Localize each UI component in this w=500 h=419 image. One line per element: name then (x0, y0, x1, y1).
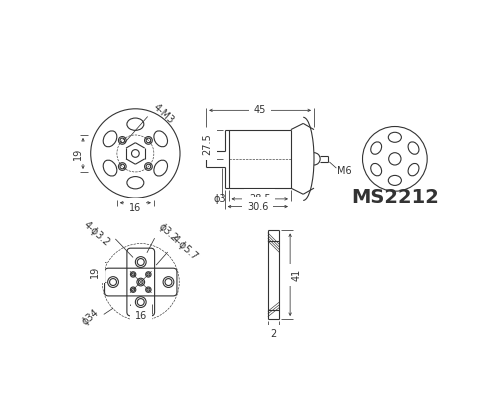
Text: 4-ϕ5.7: 4-ϕ5.7 (170, 234, 200, 262)
Text: 4-M3: 4-M3 (151, 101, 176, 125)
Text: 4-ϕ3.2: 4-ϕ3.2 (82, 220, 112, 248)
Text: 16: 16 (129, 203, 141, 213)
Text: M6: M6 (337, 166, 351, 176)
Text: MS2212: MS2212 (351, 188, 439, 207)
Text: 19: 19 (72, 147, 83, 160)
Text: 27.5: 27.5 (202, 133, 212, 155)
Text: ϕ3: ϕ3 (214, 194, 226, 204)
Text: 2: 2 (270, 329, 276, 339)
Text: 45: 45 (254, 105, 266, 115)
Text: ϕ3.2: ϕ3.2 (156, 222, 179, 244)
Text: 28.5: 28.5 (249, 194, 270, 204)
Text: 30.6: 30.6 (247, 202, 268, 212)
Text: 41: 41 (292, 269, 302, 281)
Text: ϕ34: ϕ34 (80, 308, 100, 327)
Text: 19: 19 (90, 266, 101, 278)
Text: 16: 16 (134, 311, 147, 321)
